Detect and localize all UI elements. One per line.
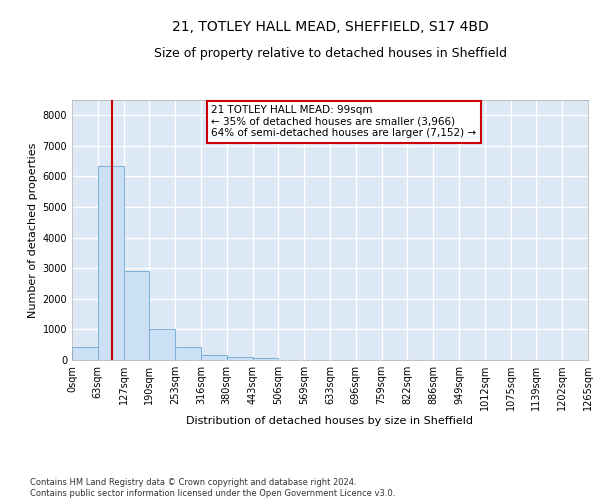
Bar — [149, 330, 175, 360]
Text: 21, TOTLEY HALL MEAD, SHEFFIELD, S17 4BD: 21, TOTLEY HALL MEAD, SHEFFIELD, S17 4BD — [172, 20, 488, 34]
Text: Size of property relative to detached houses in Sheffield: Size of property relative to detached ho… — [154, 48, 506, 60]
Bar — [175, 347, 201, 360]
Bar — [253, 358, 278, 360]
Bar — [227, 357, 253, 360]
Bar — [201, 355, 227, 360]
Text: Contains HM Land Registry data © Crown copyright and database right 2024.
Contai: Contains HM Land Registry data © Crown c… — [30, 478, 395, 498]
Text: 21 TOTLEY HALL MEAD: 99sqm
← 35% of detached houses are smaller (3,966)
64% of s: 21 TOTLEY HALL MEAD: 99sqm ← 35% of deta… — [211, 105, 476, 138]
Y-axis label: Number of detached properties: Number of detached properties — [28, 142, 38, 318]
Bar — [72, 347, 98, 360]
Bar — [124, 272, 149, 360]
X-axis label: Distribution of detached houses by size in Sheffield: Distribution of detached houses by size … — [187, 416, 473, 426]
Bar — [98, 166, 124, 360]
